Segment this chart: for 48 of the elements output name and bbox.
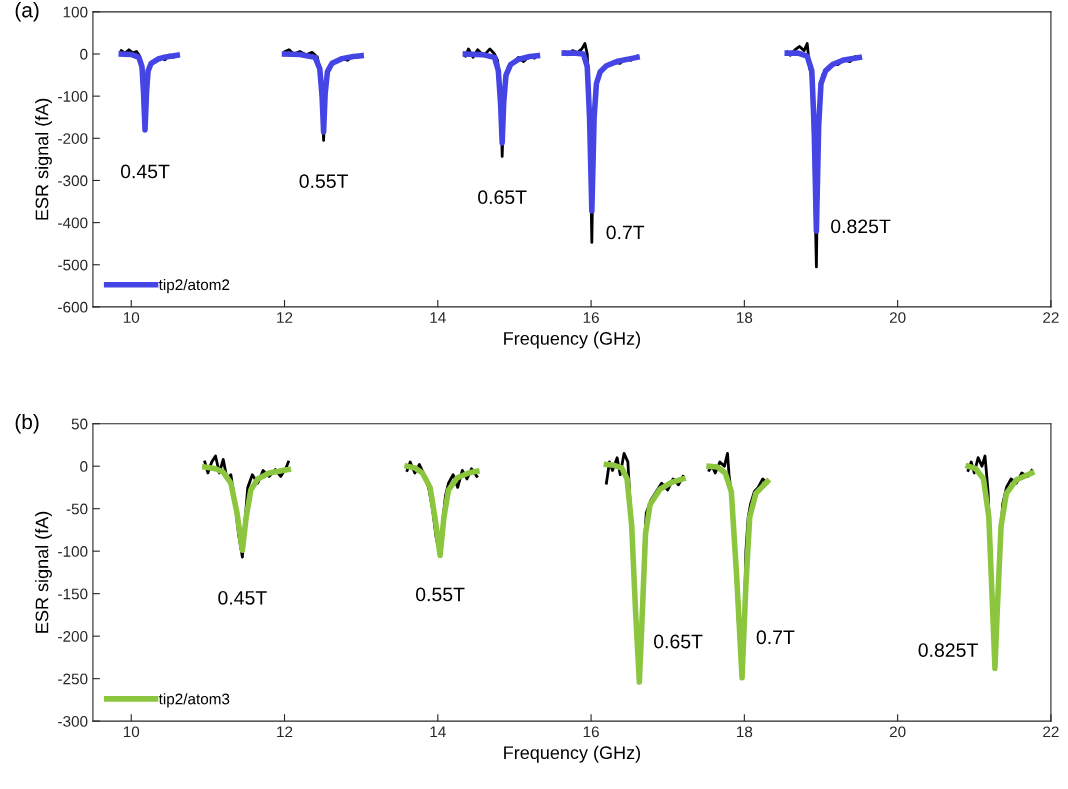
y-tick-label: -400 [58, 217, 88, 229]
y-tick-label: -200 [58, 133, 88, 144]
x-axis-title: Frequency (GHz) [504, 745, 641, 763]
y-tick-label: -100 [58, 546, 88, 557]
x-tick-label: 22 [1043, 726, 1059, 738]
annotation: 0.65T [654, 634, 703, 649]
annotation: 0.55T [299, 174, 349, 189]
y-tick-label: 0 [80, 48, 88, 60]
annotation: 0.45T [120, 164, 170, 179]
x-axis-title: Frequency (GHz) [504, 331, 641, 349]
y-tick-label: -150 [58, 588, 88, 600]
y-tick-label: -50 [66, 503, 88, 515]
x-tick-label: 16 [583, 726, 599, 738]
x-tick-label: 10 [123, 726, 140, 738]
y-tick-label: -600 [58, 301, 88, 313]
y-tick-label: -200 [58, 631, 88, 642]
annotation: 0.55T [415, 587, 465, 602]
x-tick-label: 12 [277, 726, 293, 738]
x-tick-label: 18 [737, 312, 753, 323]
legend-label: tip2/atom2 [158, 278, 230, 294]
y-tick-label: 0 [80, 461, 88, 472]
y-tick-label: -250 [58, 673, 88, 685]
x-tick-label: 18 [737, 726, 753, 738]
chart-title: (a) [15, 2, 39, 22]
annotation: 0.7T [606, 225, 645, 240]
x-tick-label: 14 [430, 726, 446, 738]
x-tick-label: 12 [277, 312, 293, 323]
annotation: 0.825T [918, 643, 978, 658]
y-tick-label: -500 [58, 259, 88, 271]
x-tick-label: 20 [889, 726, 906, 738]
y-axis-title: ESR signal (fA) [35, 511, 52, 633]
annotation: 0.45T [218, 590, 267, 605]
x-tick-label: 22 [1043, 312, 1059, 323]
annotation: 0.7T [756, 630, 795, 645]
annotation: 0.825T [831, 219, 891, 234]
y-tick-label: -300 [58, 716, 88, 727]
y-axis-title: ESR signal (fA) [35, 98, 52, 220]
annotation: 0.65T [478, 190, 527, 205]
x-tick-label: 10 [123, 312, 140, 323]
x-tick-label: 20 [889, 312, 906, 323]
y-tick-label: -100 [58, 91, 88, 102]
y-tick-label: 50 [71, 418, 88, 430]
y-tick-label: 100 [63, 6, 88, 18]
y-tick-label: -300 [58, 175, 88, 187]
x-tick-label: 16 [583, 312, 599, 323]
chart-title: (b) [15, 413, 39, 434]
x-tick-label: 14 [430, 312, 446, 323]
legend-label: tip2/atom3 [158, 693, 230, 708]
